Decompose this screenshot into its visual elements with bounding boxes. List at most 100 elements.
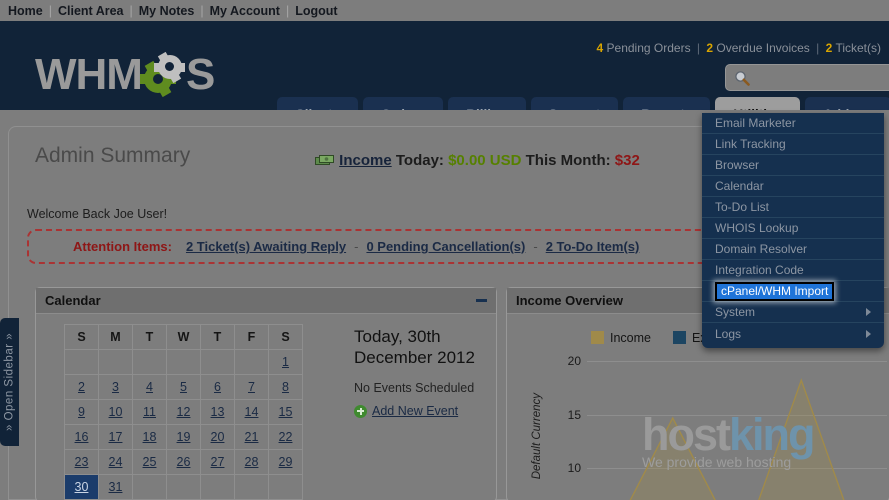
calendar-day-cell[interactable]: 31: [98, 474, 133, 500]
calendar-day-link[interactable]: 7: [248, 380, 255, 394]
dropdown-item-email-marketer[interactable]: Email Marketer: [702, 113, 884, 134]
calendar-day-link[interactable]: 26: [176, 455, 191, 469]
calendar-day-link[interactable]: 30: [74, 480, 89, 494]
calendar-day-link[interactable]: 9: [78, 405, 85, 419]
calendar-day-cell[interactable]: 1: [268, 349, 303, 375]
calendar-day-cell[interactable]: 4: [132, 374, 167, 400]
calendar-day-cell[interactable]: 24: [98, 449, 133, 475]
attention-item-cancellations[interactable]: 0 Pending Cancellation(s): [366, 239, 526, 254]
calendar-day-link[interactable]: 29: [278, 455, 293, 469]
calendar-day-link[interactable]: 24: [108, 455, 123, 469]
calendar-day-link[interactable]: 14: [244, 405, 259, 419]
calendar-day-link[interactable]: 22: [278, 430, 293, 444]
calendar-day-link[interactable]: 27: [210, 455, 225, 469]
calendar-day-link[interactable]: 13: [210, 405, 225, 419]
calendar-day-link[interactable]: 16: [74, 430, 89, 444]
income-link[interactable]: Income: [339, 152, 392, 169]
dropdown-item-to-do-list[interactable]: To-Do List: [702, 197, 884, 218]
calendar-day-link[interactable]: 17: [108, 430, 123, 444]
calendar-day-cell: [64, 349, 99, 375]
calendar-weekday: T: [132, 324, 167, 350]
add-new-event-link[interactable]: Add New Event: [372, 404, 459, 418]
calendar-day-link[interactable]: 12: [176, 405, 191, 419]
calendar-day-cell[interactable]: 16: [64, 424, 99, 450]
calendar-day-cell[interactable]: 9: [64, 399, 99, 425]
pending-orders-count: 4: [596, 41, 604, 55]
search-input[interactable]: [754, 68, 884, 88]
tickets-label[interactable]: Ticket(s): [835, 41, 881, 55]
calendar-day-cell[interactable]: 30: [64, 474, 99, 500]
calendar-week-row: 2 3 4 5 6 7 8: [64, 374, 303, 400]
calendar-day-cell[interactable]: 6: [200, 374, 235, 400]
dropdown-item-system[interactable]: System: [702, 302, 884, 323]
calendar-day-cell[interactable]: 13: [200, 399, 235, 425]
calendar-day-cell[interactable]: 11: [132, 399, 167, 425]
attention-item-tickets[interactable]: 2 Ticket(s) Awaiting Reply: [185, 239, 347, 254]
calendar-day-cell[interactable]: 22: [268, 424, 303, 450]
calendar-day-link[interactable]: 31: [108, 480, 123, 494]
calendar-day-cell[interactable]: 20: [200, 424, 235, 450]
dropdown-item-integration-code[interactable]: Integration Code: [702, 260, 884, 281]
calendar-day-link[interactable]: 5: [180, 380, 187, 394]
chart-y-axis-label: Default Currency: [531, 393, 543, 480]
pending-orders-label[interactable]: Pending Orders: [606, 41, 691, 55]
dropdown-item-browser[interactable]: Browser: [702, 155, 884, 176]
calendar-day-link[interactable]: 28: [244, 455, 259, 469]
calendar-day-link[interactable]: 20: [210, 430, 225, 444]
calendar-day-cell[interactable]: 3: [98, 374, 133, 400]
topbar-link-client-area[interactable]: Client Area: [57, 3, 124, 18]
calendar-day-cell[interactable]: 8: [268, 374, 303, 400]
calendar-day-link[interactable]: 21: [244, 430, 259, 444]
calendar-day-cell[interactable]: 25: [132, 449, 167, 475]
calendar-day-link[interactable]: 18: [142, 430, 157, 444]
topbar-link-my-notes[interactable]: My Notes: [138, 3, 195, 18]
calendar-day-cell[interactable]: 15: [268, 399, 303, 425]
dropdown-item-calendar[interactable]: Calendar: [702, 176, 884, 197]
overdue-invoices-label[interactable]: Overdue Invoices: [716, 41, 810, 55]
calendar-day-cell[interactable]: 23: [64, 449, 99, 475]
calendar-day-cell[interactable]: 21: [234, 424, 269, 450]
calendar-day-cell[interactable]: 12: [166, 399, 201, 425]
topbar-separator: |: [200, 3, 204, 18]
calendar-day-cell[interactable]: 18: [132, 424, 167, 450]
calendar-day-link[interactable]: 11: [143, 405, 156, 419]
minimize-icon[interactable]: [476, 299, 487, 302]
calendar-day-cell[interactable]: 27: [200, 449, 235, 475]
calendar-day-cell[interactable]: 5: [166, 374, 201, 400]
dropdown-item-whois-lookup[interactable]: WHOIS Lookup: [702, 218, 884, 239]
calendar-day-cell[interactable]: 19: [166, 424, 201, 450]
dropdown-item-label: cPanel/WHM Import: [715, 281, 835, 301]
calendar-day-cell[interactable]: 2: [64, 374, 99, 400]
calendar-day-link[interactable]: 2: [78, 380, 85, 394]
calendar-day-cell[interactable]: 28: [234, 449, 269, 475]
calendar-day-cell[interactable]: 29: [268, 449, 303, 475]
calendar-day-cell: [234, 474, 269, 500]
topbar-link-my-account[interactable]: My Account: [209, 3, 280, 18]
calendar-day-link[interactable]: 1: [282, 355, 289, 369]
dropdown-item-logs[interactable]: Logs: [702, 323, 884, 344]
calendar-day-link[interactable]: 6: [214, 380, 221, 394]
calendar-weekday: M: [98, 324, 133, 350]
dropdown-item-domain-resolver[interactable]: Domain Resolver: [702, 239, 884, 260]
calendar-day-link[interactable]: 15: [278, 405, 293, 419]
calendar-day-link[interactable]: 23: [74, 455, 89, 469]
topbar-link-home[interactable]: Home: [8, 3, 43, 18]
calendar-day-link[interactable]: 4: [146, 380, 153, 394]
calendar-day-link[interactable]: 25: [142, 455, 157, 469]
search-box[interactable]: [725, 64, 889, 91]
dropdown-item-link-tracking[interactable]: Link Tracking: [702, 134, 884, 155]
calendar-day-link[interactable]: 8: [282, 380, 289, 394]
calendar-day-link[interactable]: 10: [108, 405, 123, 419]
calendar-day-cell[interactable]: 10: [98, 399, 133, 425]
calendar-day-cell[interactable]: 7: [234, 374, 269, 400]
calendar-day-link[interactable]: 19: [176, 430, 191, 444]
calendar-day-link[interactable]: 3: [112, 380, 119, 394]
open-sidebar-tab[interactable]: » Open Sidebar »: [0, 318, 19, 446]
topbar-link-logout[interactable]: Logout: [295, 3, 338, 18]
dropdown-item-cpanel-whm-import[interactable]: cPanel/WHM Import: [702, 281, 884, 302]
calendar-day-cell[interactable]: 26: [166, 449, 201, 475]
calendar-day-cell[interactable]: 17: [98, 424, 133, 450]
attention-item-todo[interactable]: 2 To-Do Item(s): [545, 239, 640, 254]
calendar-add-event-row[interactable]: Add New Event: [354, 404, 490, 418]
calendar-day-cell[interactable]: 14: [234, 399, 269, 425]
